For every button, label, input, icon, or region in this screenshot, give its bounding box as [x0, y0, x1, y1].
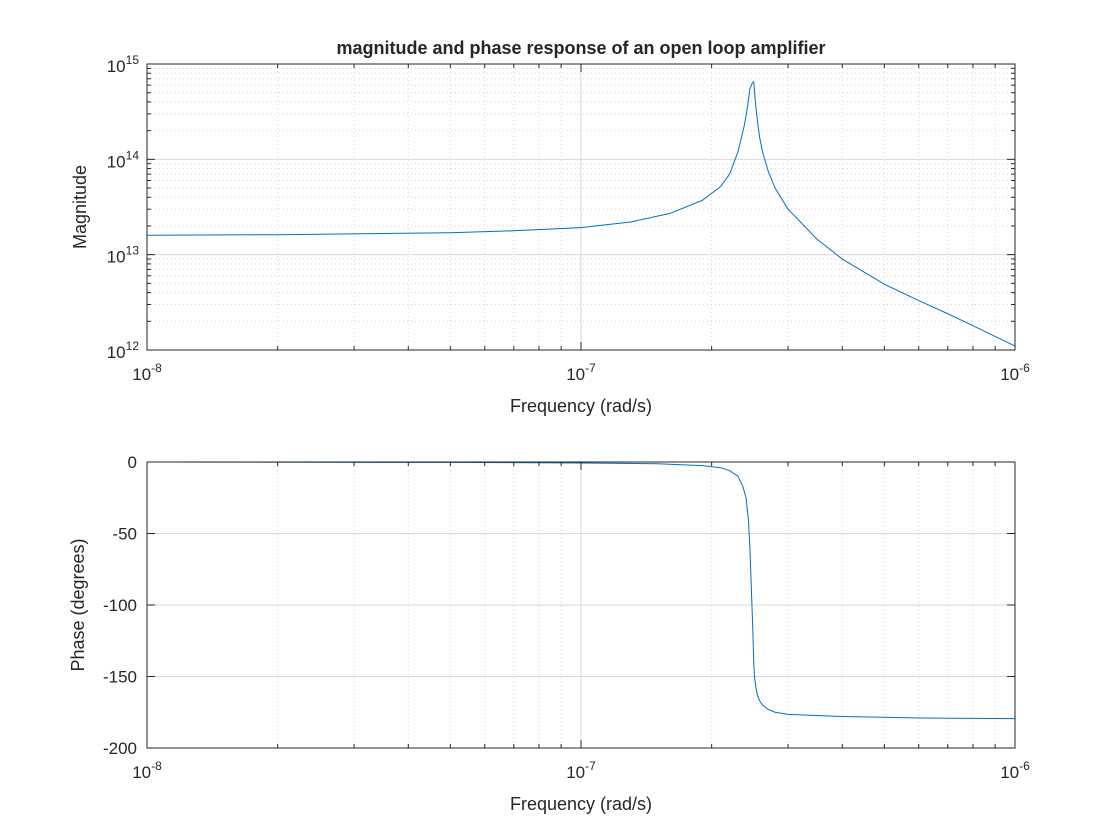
- phase-y-axis-label: Phase (degrees): [68, 538, 88, 671]
- y-tick-label: -200: [103, 739, 137, 758]
- chart-title: magnitude and phase response of an open …: [336, 38, 825, 58]
- y-tick-label: 0: [128, 453, 137, 472]
- y-tick-label: -50: [112, 525, 137, 544]
- y-tick-label: -150: [103, 668, 137, 687]
- magnitude-x-axis-label: Frequency (rad/s): [510, 396, 652, 416]
- magnitude-y-axis-label: Magnitude: [70, 165, 90, 249]
- phase-x-axis-label: Frequency (rad/s): [510, 794, 652, 814]
- y-tick-label: -100: [103, 596, 137, 615]
